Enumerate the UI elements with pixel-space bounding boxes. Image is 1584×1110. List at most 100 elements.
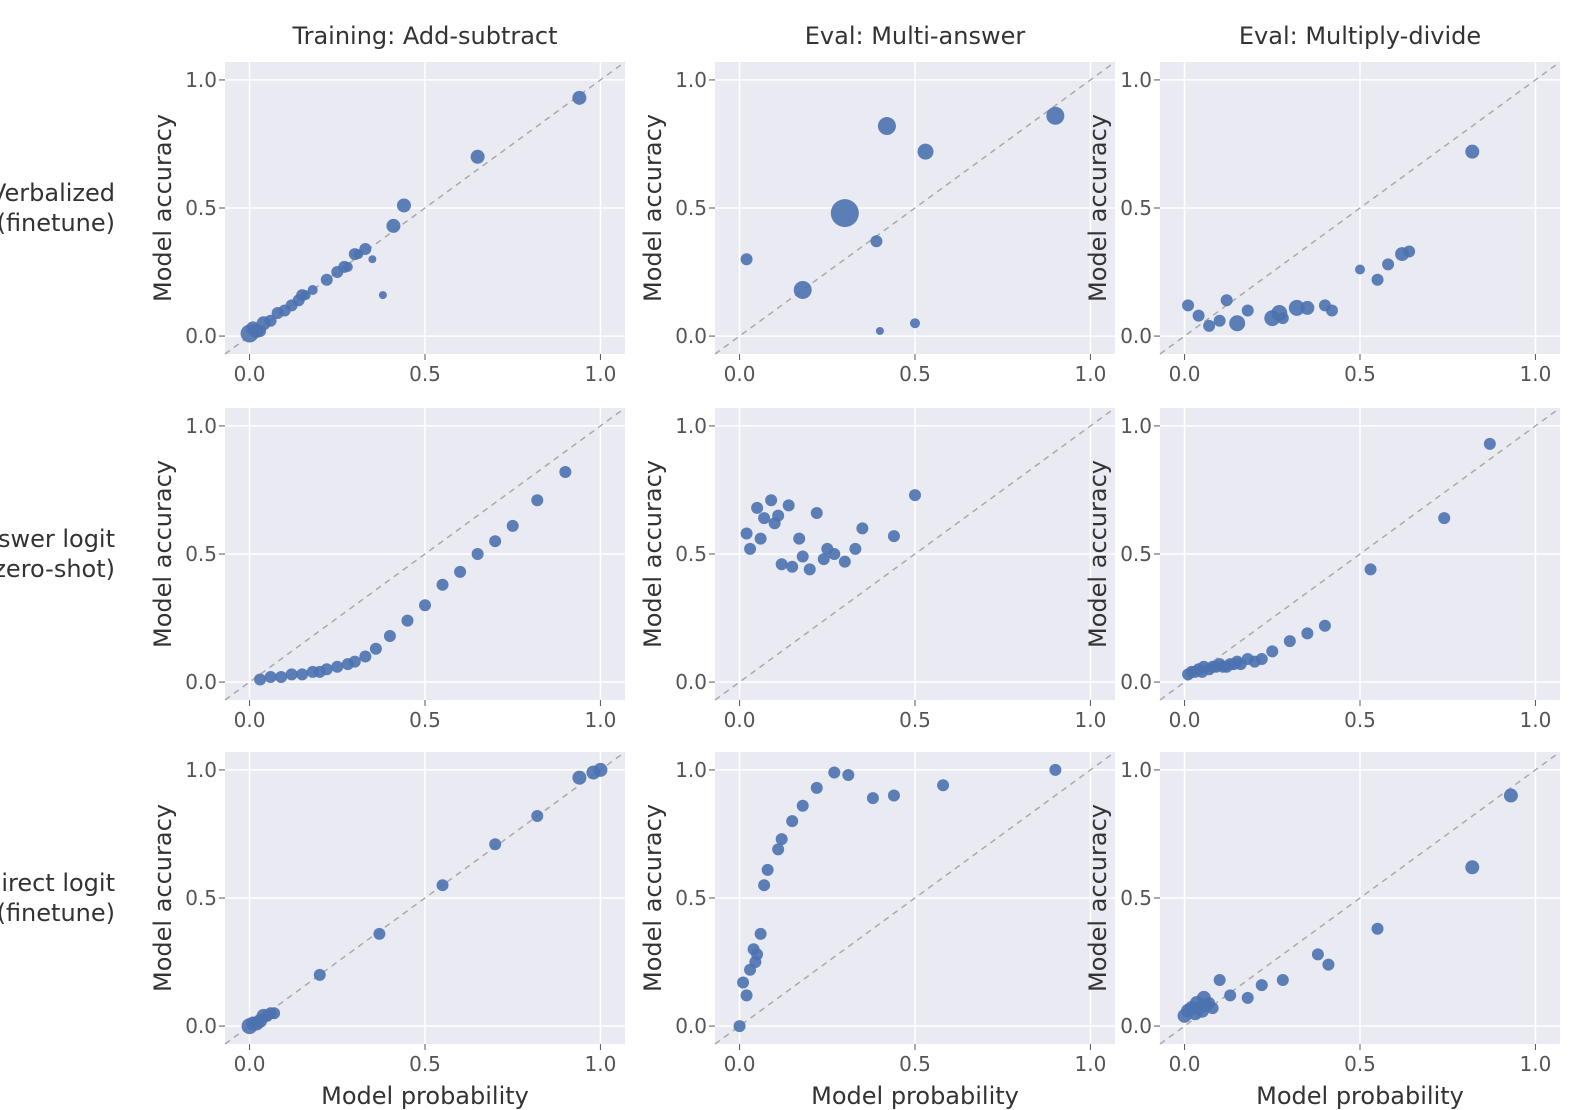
data-point — [359, 243, 371, 255]
row-label-1: Answer logit (zero-shot) — [0, 524, 115, 584]
data-point — [797, 551, 809, 563]
data-point — [772, 510, 784, 522]
xtick-label: 0.5 — [405, 708, 445, 732]
data-point — [772, 843, 784, 855]
data-point — [593, 763, 607, 777]
data-point — [888, 530, 900, 542]
panel-r0-c2 — [1160, 62, 1560, 354]
data-point — [776, 558, 788, 570]
xtick-label: 0.5 — [405, 1052, 445, 1076]
data-point — [1355, 264, 1365, 274]
data-point — [1221, 294, 1233, 306]
panel-svg — [715, 408, 1115, 700]
data-point — [1312, 948, 1324, 960]
data-point — [1277, 312, 1289, 324]
data-point — [1301, 627, 1313, 639]
panel-svg — [225, 408, 625, 700]
data-point — [1372, 274, 1384, 286]
data-point — [737, 977, 749, 989]
data-point — [1182, 299, 1194, 311]
panel-svg — [715, 752, 1115, 1044]
xtick-label: 0.5 — [1340, 708, 1380, 732]
ytick-label: 1.0 — [1116, 68, 1152, 92]
data-point — [793, 533, 805, 545]
panel-r1-c1 — [715, 408, 1115, 700]
ytick-label: 0.0 — [181, 1014, 217, 1038]
data-point — [762, 864, 774, 876]
data-point — [268, 1007, 280, 1019]
ytick-label: 1.0 — [181, 68, 217, 92]
data-point — [1046, 107, 1064, 125]
data-point — [744, 543, 756, 555]
ytick-label: 0.0 — [1116, 1014, 1152, 1038]
data-point — [1214, 315, 1226, 327]
xtick-label: 0.0 — [1165, 1052, 1205, 1076]
ytick-label: 0.0 — [1116, 670, 1152, 694]
data-point — [314, 969, 326, 981]
ytick-label: 0.5 — [181, 542, 217, 566]
xtick-label: 0.5 — [895, 362, 935, 386]
panel-svg — [715, 62, 1115, 354]
ytick-label: 0.0 — [671, 324, 707, 348]
xlabel: Model probability — [765, 1082, 1065, 1110]
data-point — [870, 235, 882, 247]
data-point — [1504, 789, 1518, 803]
data-point — [755, 928, 767, 940]
xtick-label: 0.5 — [895, 708, 935, 732]
data-point — [343, 262, 353, 272]
xtick-label: 1.0 — [1515, 708, 1555, 732]
ytick-label: 0.5 — [1116, 196, 1152, 220]
data-point — [1326, 304, 1338, 316]
ytick-label: 1.0 — [181, 414, 217, 438]
data-point — [1465, 145, 1479, 159]
ylabel: Model accuracy — [639, 778, 667, 1018]
data-point — [937, 779, 949, 791]
xtick-label: 1.0 — [1515, 1052, 1555, 1076]
xtick-label: 0.0 — [720, 362, 760, 386]
data-point — [1242, 304, 1254, 316]
xtick-label: 1.0 — [1070, 708, 1110, 732]
xtick-label: 0.5 — [1340, 1052, 1380, 1076]
data-point — [308, 285, 318, 295]
data-point — [384, 630, 396, 642]
data-point — [368, 255, 376, 263]
ytick-label: 0.0 — [671, 1014, 707, 1038]
data-point — [818, 553, 830, 565]
ylabel: Model accuracy — [639, 88, 667, 328]
xtick-label: 0.0 — [230, 1052, 270, 1076]
panel-r1-c2 — [1160, 408, 1560, 700]
xlabel: Model probability — [1210, 1082, 1510, 1110]
xtick-label: 0.0 — [230, 362, 270, 386]
data-point — [910, 318, 920, 328]
data-point — [849, 543, 861, 555]
data-point — [1277, 974, 1289, 986]
data-point — [786, 815, 798, 827]
xtick-label: 0.0 — [720, 1052, 760, 1076]
ytick-label: 0.0 — [1116, 324, 1152, 348]
data-point — [1242, 992, 1254, 1004]
data-point — [1322, 959, 1334, 971]
ytick-label: 0.5 — [181, 196, 217, 220]
data-point — [741, 528, 753, 540]
xtick-label: 0.0 — [720, 708, 760, 732]
data-point — [794, 281, 812, 299]
data-point — [783, 499, 795, 511]
ylabel: Model accuracy — [1084, 434, 1112, 674]
data-point — [531, 494, 543, 506]
data-point — [254, 674, 266, 686]
data-point — [265, 671, 277, 683]
panel-r2-c0 — [225, 752, 625, 1044]
data-point — [507, 520, 519, 532]
data-point — [839, 556, 851, 568]
xtick-label: 1.0 — [580, 362, 620, 386]
data-point — [856, 522, 868, 534]
data-point — [1203, 320, 1215, 332]
xtick-label: 0.5 — [1340, 362, 1380, 386]
data-point — [489, 535, 501, 547]
ytick-label: 0.0 — [181, 324, 217, 348]
panel-r2-c2 — [1160, 752, 1560, 1044]
ylabel: Model accuracy — [149, 778, 177, 1018]
ytick-label: 1.0 — [671, 758, 707, 782]
data-point — [397, 198, 411, 212]
data-point — [419, 599, 431, 611]
